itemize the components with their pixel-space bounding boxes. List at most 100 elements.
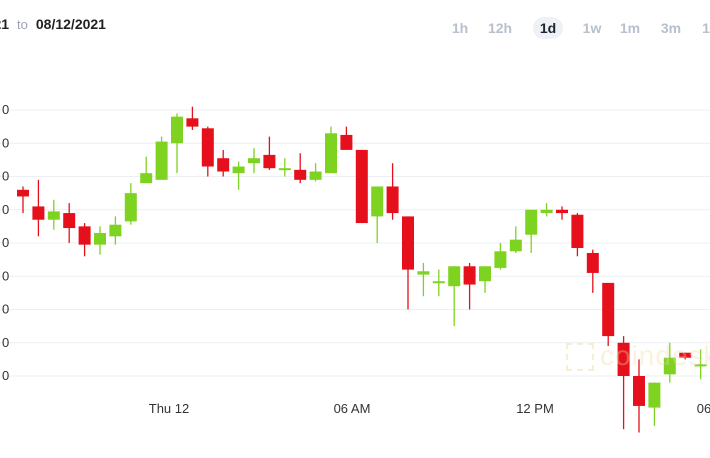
candle-up[interactable]	[432, 269, 445, 297]
candle-up[interactable]	[124, 183, 137, 225]
range-button-1h[interactable]: 1h	[451, 20, 469, 36]
candle-up[interactable]	[94, 226, 106, 255]
candle-body	[679, 352, 692, 358]
candle-body	[140, 173, 153, 184]
range-button-1d[interactable]: 1d	[533, 17, 563, 39]
y-tick-label: 0	[2, 235, 9, 250]
candle-body	[540, 209, 553, 214]
candle-up[interactable]	[171, 113, 183, 174]
candle-down[interactable]	[679, 352, 692, 360]
x-tick-label: Thu 12	[149, 401, 189, 416]
date-range-end[interactable]: 08/12/2021	[35, 16, 106, 32]
candle-up[interactable]	[525, 209, 538, 253]
candle-up[interactable]	[232, 161, 245, 190]
y-tick-label: 0	[2, 135, 9, 150]
candle-up[interactable]	[648, 382, 661, 426]
candle-body	[325, 133, 337, 174]
candle-body	[525, 209, 538, 235]
candle-up[interactable]	[278, 158, 291, 177]
candle-body	[248, 158, 260, 164]
candle-down[interactable]	[556, 206, 568, 220]
candle-down[interactable]	[586, 249, 599, 293]
candle-body	[78, 226, 91, 245]
candle-up[interactable]	[109, 216, 122, 245]
range-button-3m[interactable]: 3m	[660, 20, 682, 36]
candle-body	[294, 169, 307, 180]
candle-down[interactable]	[263, 136, 276, 170]
candle-body	[63, 213, 76, 229]
y-tick-label: 0	[2, 102, 9, 117]
candle-body	[201, 128, 214, 167]
candle-down[interactable]	[217, 149, 230, 177]
candle-down[interactable]	[32, 179, 45, 237]
watermark: coindesk	[600, 340, 710, 371]
candle-down[interactable]	[617, 336, 630, 430]
candle-up[interactable]	[309, 163, 322, 182]
candle-body	[371, 186, 384, 217]
chart-header: /2021 to 08/12/2021 1h 12h 1d 1w 1m 3m 1	[0, 0, 710, 54]
candle-down[interactable]	[78, 223, 91, 257]
range-button-12h[interactable]: 12h	[487, 20, 513, 36]
candle-body	[479, 266, 491, 282]
candle-down[interactable]	[340, 126, 353, 150]
candle-down[interactable]	[463, 262, 476, 310]
candle-up[interactable]	[494, 243, 507, 270]
candle-down[interactable]	[294, 153, 307, 184]
candle-body	[309, 171, 322, 180]
date-range-start[interactable]: /2021	[0, 16, 10, 32]
candle-body	[509, 239, 522, 252]
candle-body	[694, 364, 707, 367]
candle-body	[340, 134, 353, 150]
candle-up[interactable]	[371, 186, 384, 243]
candle-up[interactable]	[448, 266, 461, 327]
candle-up[interactable]	[509, 226, 522, 253]
candle-body	[17, 189, 29, 197]
range-button-1m[interactable]: 1m	[619, 20, 641, 36]
candle-up[interactable]	[140, 156, 153, 184]
candle-body	[278, 168, 291, 171]
candle-up[interactable]	[663, 342, 676, 383]
candle-down[interactable]	[201, 126, 214, 177]
candle-up[interactable]	[694, 349, 707, 380]
range-button-1w[interactable]: 1w	[582, 20, 602, 36]
y-tick-label: 0	[2, 202, 9, 217]
candle-body	[124, 193, 137, 222]
candle-body	[109, 224, 122, 237]
candle-down[interactable]	[355, 149, 368, 224]
candle-down[interactable]	[602, 282, 615, 347]
candle-up[interactable]	[155, 136, 168, 180]
candle-down[interactable]	[186, 106, 199, 130]
candle-body	[648, 382, 661, 408]
y-tick-label: 0	[2, 368, 9, 383]
candle-body	[556, 209, 568, 214]
candle-up[interactable]	[248, 148, 260, 174]
candle-up[interactable]	[417, 262, 430, 297]
candle-up[interactable]	[540, 203, 553, 217]
candle-body	[494, 251, 507, 268]
candle-body	[663, 357, 676, 375]
candle-up[interactable]	[325, 126, 337, 174]
candle-body	[602, 282, 615, 337]
candle-body	[402, 216, 414, 270]
y-tick-label: 0	[2, 169, 9, 184]
candle-body	[617, 342, 630, 376]
candle-down[interactable]	[402, 216, 414, 310]
candle-up[interactable]	[479, 266, 491, 293]
range-button-cut[interactable]: 1	[702, 20, 710, 36]
x-tick-label: 12 PM	[516, 401, 554, 416]
candle-down[interactable]	[17, 186, 29, 214]
candle-body	[571, 214, 584, 248]
candle-body	[432, 281, 445, 284]
candle-down[interactable]	[63, 203, 76, 243]
candle-down[interactable]	[633, 359, 645, 433]
candle-body	[94, 233, 106, 245]
candle-down[interactable]	[386, 163, 399, 220]
y-tick-label: 0	[2, 268, 9, 283]
candle-body	[186, 118, 199, 127]
candle-body	[171, 116, 183, 144]
candle-up[interactable]	[47, 199, 60, 230]
candle-body	[386, 186, 399, 214]
candle-body	[586, 252, 599, 273]
candle-down[interactable]	[571, 213, 584, 257]
